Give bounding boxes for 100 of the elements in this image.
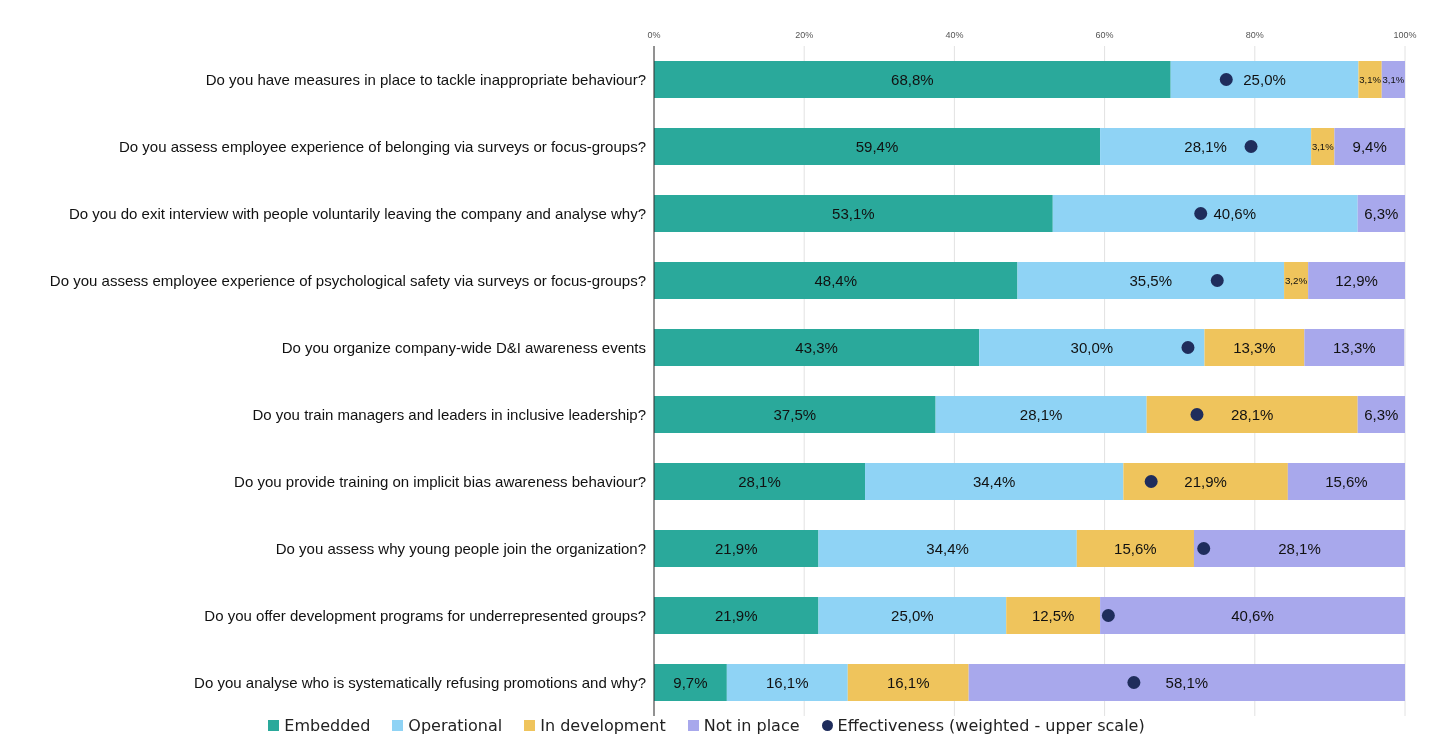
bar (1123, 463, 1288, 500)
bar (968, 664, 1405, 701)
y-tick-label: Do you provide training on implicit bias awareness behaviour? (234, 472, 646, 490)
data-label: 40,6% (1213, 204, 1256, 222)
x-tick-label: 80% (1245, 30, 1264, 40)
point (1244, 140, 1258, 153)
data-label: 59,4% (855, 137, 899, 155)
point (1181, 341, 1195, 354)
data-label: 16,1% (766, 673, 809, 691)
data-label: 3,1% (1311, 140, 1335, 152)
y-tick-label: Do you analyse who is systematically refusing promotions and why? (194, 673, 646, 691)
data-label: 40,6% (1231, 606, 1274, 624)
bar (654, 463, 866, 500)
data-label: 21,9% (1184, 472, 1227, 490)
bar (726, 664, 848, 701)
bar (1170, 61, 1359, 98)
data-label: 3,1% (1359, 73, 1382, 85)
bar (654, 396, 936, 433)
y-tick-label: Do you do exit interview with people voluntarily leaving the company and analyse why? (69, 204, 646, 222)
data-label: 43,3% (795, 338, 838, 356)
data-label: 28,1% (1019, 405, 1063, 423)
bar (1204, 329, 1305, 366)
bar (847, 664, 969, 701)
y-tick-label: Do you assess employee experience of belonging via surveys or focus-groups? (119, 137, 646, 155)
data-label: 12,5% (1031, 606, 1075, 624)
bar (654, 329, 980, 366)
data-label: 3,2% (1284, 274, 1308, 286)
bar (1052, 195, 1358, 232)
point (1197, 542, 1211, 555)
bar (1284, 262, 1309, 299)
bar (654, 195, 1053, 232)
data-label: 34,4% (972, 472, 1016, 490)
y-tick-label: Do you assess why young people join the organization? (275, 539, 646, 557)
point (1210, 274, 1224, 287)
y-tick-label: Do you train managers and leaders in inclusive leadership? (252, 405, 646, 423)
x-tick-label: 40% (945, 30, 964, 40)
data-label: 25,0% (891, 606, 934, 624)
data-label: 9,7% (673, 673, 708, 691)
bar (1146, 396, 1358, 433)
data-label: 28,1% (1184, 137, 1227, 155)
x-tick-label: 20% (795, 30, 814, 40)
y-tick-label: Do you organize company-wide D&I awareness events (281, 338, 646, 356)
bar (654, 61, 1171, 98)
data-label: 15,6% (1114, 539, 1157, 557)
y-tick-label: Do you have measures in place to tackle inappropriate behaviour? (205, 70, 646, 88)
bar (1334, 128, 1405, 165)
x-tick-label: 0% (647, 30, 661, 40)
data-label: 68,8% (891, 70, 934, 88)
data-label: 34,4% (926, 539, 969, 557)
data-label: 28,1% (738, 472, 781, 490)
bar (654, 597, 819, 634)
bar (1100, 128, 1312, 165)
bar (1076, 530, 1194, 567)
point (1144, 475, 1158, 488)
data-label: 35,5% (1129, 271, 1173, 289)
bar (654, 262, 1018, 299)
legend-label: Effectiveness (weighted - upper scale) (836, 716, 1145, 735)
legend-label: Operational (407, 716, 503, 735)
bar (654, 664, 727, 701)
bar (818, 530, 1077, 567)
bar (865, 463, 1124, 500)
data-label: 16,1% (886, 673, 930, 691)
data-label: 13,3% (1233, 338, 1276, 356)
bar (935, 396, 1147, 433)
point (1127, 676, 1141, 689)
y-tick-label: Do you offer development programs for underrepresented groups? (204, 606, 646, 624)
bar (979, 329, 1205, 366)
point (1190, 408, 1204, 421)
bar (818, 597, 1007, 634)
bar (1287, 463, 1405, 500)
data-label: 30,0% (1070, 338, 1114, 356)
data-label: 6,3% (1364, 405, 1399, 423)
bar (1100, 597, 1405, 634)
bar (654, 128, 1101, 165)
bar (1006, 597, 1101, 634)
legend-label: Embedded (283, 716, 371, 735)
data-label: 21,9% (714, 539, 758, 557)
data-label: 37,5% (773, 405, 817, 423)
point (1219, 73, 1233, 86)
x-tick-label: 60% (1095, 30, 1114, 40)
data-label: 25,0% (1243, 70, 1286, 88)
point (1101, 609, 1115, 622)
bar (1308, 262, 1405, 299)
data-label: 6,3% (1364, 204, 1399, 222)
x-tick-label: 100% (1393, 30, 1417, 40)
bar (654, 530, 819, 567)
data-label: 58,1% (1165, 673, 1209, 691)
data-label: 3,1% (1382, 73, 1405, 85)
point (1194, 207, 1208, 220)
data-label: 15,6% (1325, 472, 1368, 490)
data-label: 28,1% (1278, 539, 1321, 557)
data-label: 12,9% (1335, 271, 1378, 289)
bar (1358, 61, 1382, 98)
y-tick-label: Do you assess employee experience of psychological safety via surveys or focus-groups? (49, 271, 646, 289)
data-label: 13,3% (1333, 338, 1376, 356)
data-label: 9,4% (1352, 137, 1387, 155)
bar (1304, 329, 1405, 366)
legend-label: Not in place (702, 716, 800, 735)
data-label: 53,1% (832, 204, 875, 222)
bar (1381, 61, 1405, 98)
